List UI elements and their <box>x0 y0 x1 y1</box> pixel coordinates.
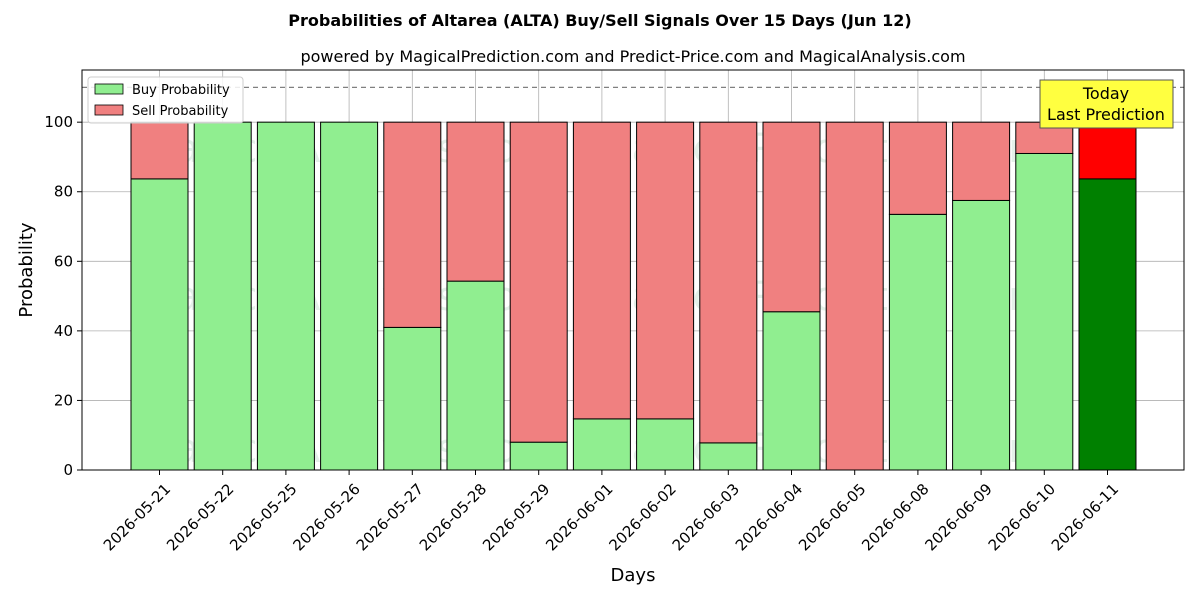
bar-buy <box>383 326 442 471</box>
x-tick-label: 2026-06-11 <box>1048 480 1122 554</box>
bar-buy <box>1078 178 1137 471</box>
chart-subtitle: powered by MagicalPrediction.com and Pre… <box>300 47 965 66</box>
bar-sell <box>636 121 695 420</box>
y-tick-label: 20 <box>54 391 73 409</box>
bar-sell <box>888 121 947 215</box>
bar-buy <box>888 213 947 471</box>
today-annotation: Today Last Prediction <box>1039 79 1174 129</box>
y-tick-label: 100 <box>44 113 73 131</box>
x-tick-label: 2026-05-22 <box>163 480 237 554</box>
bar-sell <box>130 121 189 180</box>
x-tick-label: 2026-05-27 <box>353 480 427 554</box>
bar-buy <box>130 178 189 471</box>
y-tick-label: 60 <box>54 252 73 270</box>
x-tick-label: 2026-06-04 <box>732 480 806 554</box>
bar-sell <box>825 121 884 471</box>
x-tick-label: 2026-06-03 <box>669 480 743 554</box>
bar-buy <box>952 199 1011 471</box>
y-tick-label: 40 <box>54 322 73 340</box>
x-tick-label: 2026-06-10 <box>985 480 1059 554</box>
bar-buy <box>256 121 315 471</box>
bar-sell <box>1078 121 1137 180</box>
legend-swatch-sell <box>94 104 124 116</box>
x-tick-label: 2026-05-21 <box>100 480 174 554</box>
x-tick-label: 2026-06-05 <box>795 480 869 554</box>
x-tick-label: 2026-05-25 <box>226 480 300 554</box>
bar-sell <box>699 121 758 444</box>
annotation-line-2: Last Prediction <box>1047 105 1165 124</box>
bar-buy <box>320 121 379 471</box>
x-tick-label: 2026-06-08 <box>858 480 932 554</box>
y-tick-label: 80 <box>54 183 73 201</box>
bar-buy <box>509 441 568 471</box>
x-axis: 2026-05-212026-05-222026-05-252026-05-26… <box>100 470 1122 554</box>
chart-title: Probabilities of Altarea (ALTA) Buy/Sell… <box>288 11 911 30</box>
bar-sell <box>952 121 1011 201</box>
bar-buy <box>572 418 631 471</box>
bar-sell <box>762 121 821 313</box>
x-tick-label: 2026-05-29 <box>479 480 553 554</box>
bar-buy <box>636 418 695 471</box>
bar-sell <box>572 121 631 420</box>
bar-buy <box>699 442 758 471</box>
annotation-box <box>1039 79 1174 129</box>
x-tick-label: 2026-05-28 <box>416 480 490 554</box>
y-axis-label: Probability <box>16 222 37 317</box>
x-tick-label: 2026-06-09 <box>921 480 995 554</box>
annotation-line-1: Today <box>1082 84 1129 103</box>
x-tick-label: 2026-06-02 <box>605 480 679 554</box>
legend: Buy Probability Sell Probability <box>87 76 244 124</box>
bars-layer <box>130 121 1137 471</box>
bar-buy <box>446 280 505 471</box>
bar-sell <box>509 121 568 443</box>
x-axis-label: Days <box>611 565 656 586</box>
y-axis: 0 20 40 60 80 100 <box>44 113 82 479</box>
legend-box <box>87 76 244 124</box>
bar-buy <box>193 121 252 471</box>
bar-buy <box>1015 152 1074 471</box>
x-tick-label: 2026-05-26 <box>289 480 363 554</box>
bar-sell <box>446 121 505 282</box>
bar-buy <box>762 311 821 471</box>
bar-sell <box>383 121 442 328</box>
x-tick-label: 2026-06-01 <box>542 480 616 554</box>
plot-frame <box>81 69 1185 471</box>
legend-swatch-buy <box>94 83 124 95</box>
y-tick-label: 0 <box>63 461 73 479</box>
legend-label-buy: Buy Probability <box>132 83 230 98</box>
legend-label-sell: Sell Probability <box>132 104 229 119</box>
